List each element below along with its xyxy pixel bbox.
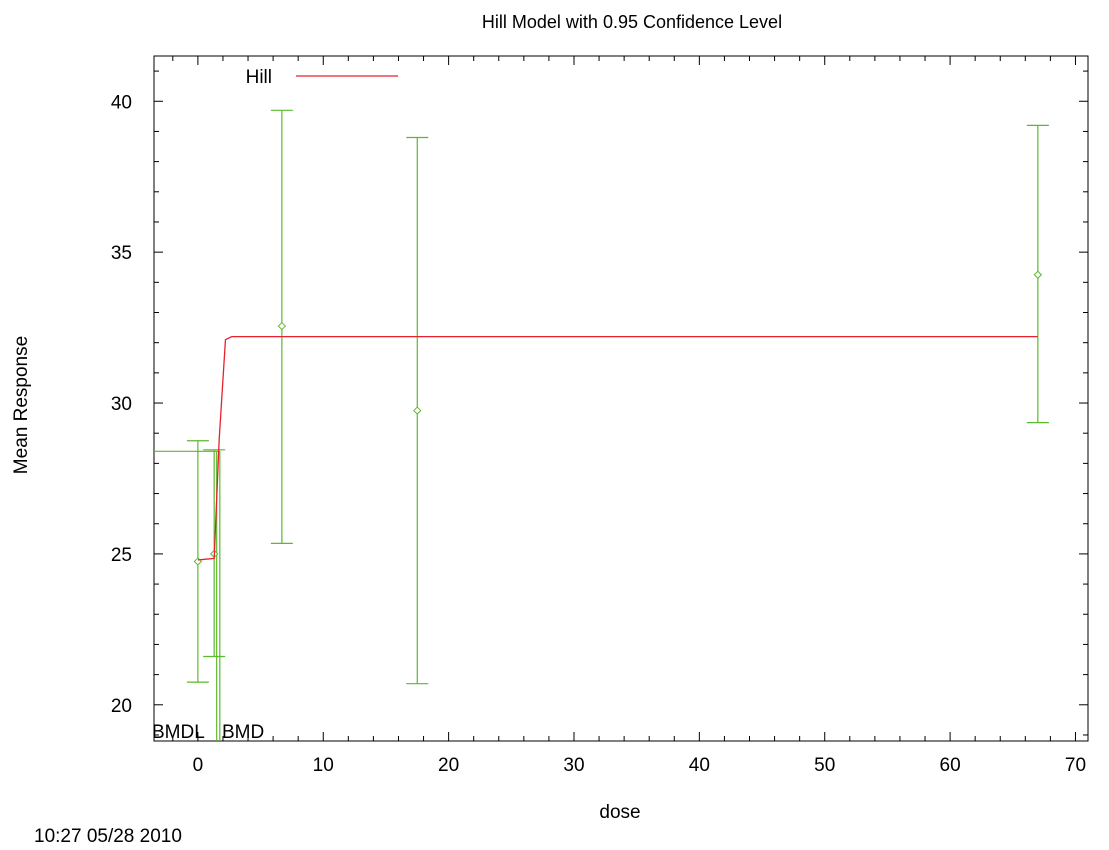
data-point bbox=[193, 557, 203, 566]
x-axis-label: dose bbox=[599, 802, 640, 823]
x-tick-labels: 0 10 20 30 40 50 60 70 bbox=[193, 755, 1086, 776]
y-axis-label: Mean Response bbox=[11, 336, 32, 474]
timestamp: 10:27 05/28 2010 bbox=[34, 826, 182, 847]
x-tick-label: 0 bbox=[193, 755, 204, 776]
y-tick-label: 20 bbox=[111, 696, 132, 717]
y-tick-label: 40 bbox=[111, 92, 132, 113]
y-tick-label: 25 bbox=[111, 545, 132, 566]
y-tick-label: 35 bbox=[111, 243, 132, 264]
x-tick-label: 40 bbox=[689, 755, 710, 776]
bmdl-label: BMDL bbox=[152, 722, 205, 743]
axis-ticks bbox=[154, 56, 1088, 741]
chart-title: Hill Model with 0.95 Confidence Level bbox=[482, 12, 782, 32]
x-tick-label: 10 bbox=[313, 755, 334, 776]
y-tick-label: 30 bbox=[111, 394, 132, 415]
x-tick-label: 50 bbox=[814, 755, 835, 776]
bmd-markers bbox=[154, 450, 221, 741]
hill-model-line bbox=[197, 335, 1038, 561]
x-tick-label: 60 bbox=[940, 755, 961, 776]
data-point bbox=[1033, 270, 1043, 279]
data-point bbox=[413, 406, 422, 415]
data-points bbox=[193, 270, 1043, 566]
plot-area bbox=[153, 55, 1089, 742]
x-tick-label: 70 bbox=[1065, 755, 1086, 776]
x-tick-label: 30 bbox=[563, 755, 584, 776]
bmd-label: BMD bbox=[222, 722, 264, 743]
y-tick-labels: 20 25 30 35 40 bbox=[111, 92, 132, 717]
data-point bbox=[277, 321, 287, 331]
x-tick-label: 20 bbox=[438, 755, 459, 776]
error-bars bbox=[186, 109, 1049, 685]
legend-label-hill: Hill bbox=[246, 67, 272, 88]
